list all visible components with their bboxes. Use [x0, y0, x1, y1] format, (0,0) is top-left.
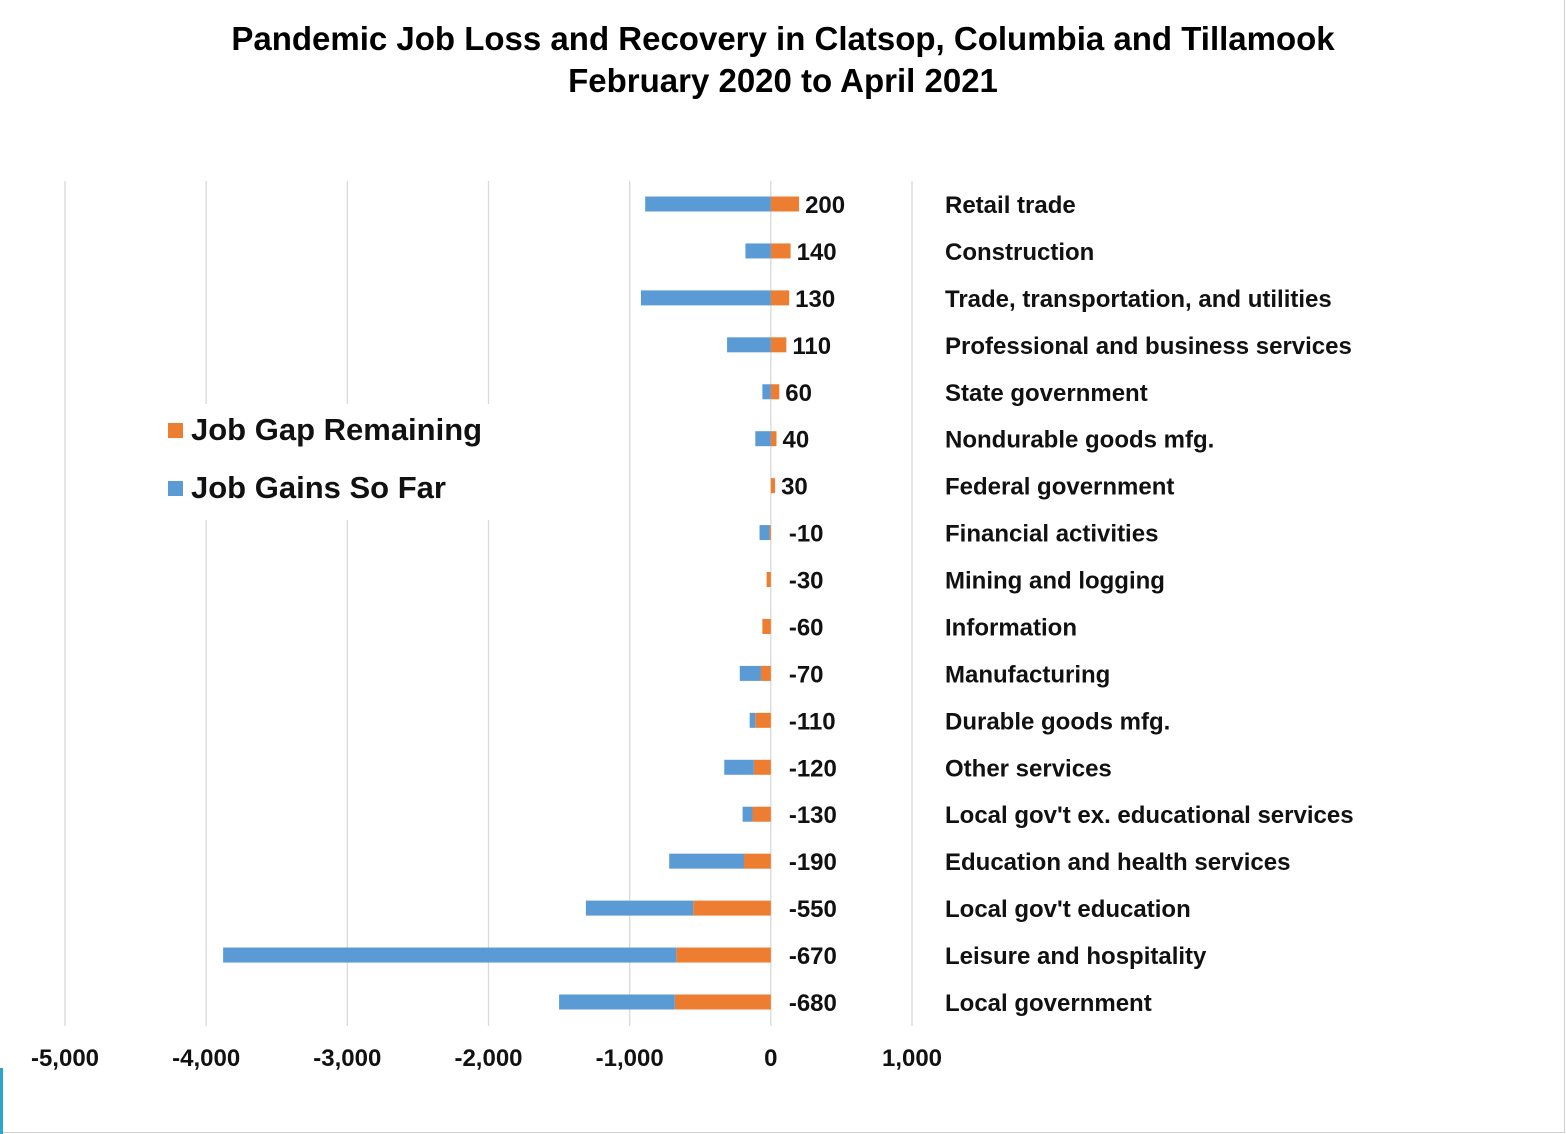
bar-job-gap-local-gov-t-education[interactable]: [693, 900, 771, 916]
legend-swatch-job-gap: [168, 422, 183, 438]
value-label-information: -60: [789, 614, 824, 641]
bar-job-gap-trade-transportation-and-utilities[interactable]: [770, 290, 790, 306]
category-label-retail-trade: Retail trade: [945, 192, 1076, 219]
category-label-professional-and-business-services: Professional and business services: [945, 333, 1352, 360]
value-label-professional-and-business-services: 110: [792, 333, 831, 360]
bar-job-gap-other-services[interactable]: [753, 759, 771, 775]
legend-item-job-gap[interactable]: Job Gap Remaining: [168, 410, 482, 450]
category-label-local-gov-t-ex-educational-services: Local gov't ex. educational services: [945, 802, 1354, 829]
bar-job-gains-trade-transportation-and-utilities[interactable]: [640, 290, 771, 306]
chart-title-line-1: Pandemic Job Loss and Recovery in Clatso…: [231, 20, 1335, 57]
category-label-construction: Construction: [945, 239, 1094, 266]
grid-lines: [64, 181, 913, 1026]
category-label-local-gov-t-education: Local gov't education: [945, 896, 1191, 923]
x-axis-tick-labels: -5,000 -4,000 -3,000 -2,000 -1,000 0 1,000: [31, 1045, 942, 1072]
bar-job-gains-construction[interactable]: [745, 243, 771, 259]
x-tick-label: -3,000: [313, 1045, 381, 1072]
bar-job-gains-durable-goods-mfg[interactable]: [749, 712, 756, 728]
value-label-federal-government: 30: [781, 474, 808, 501]
value-label-local-gov-t-ex-educational-services: -130: [789, 802, 837, 829]
x-tick-label: -1,000: [596, 1045, 664, 1072]
bar-job-gap-construction[interactable]: [770, 243, 791, 259]
bar-job-gap-retail-trade[interactable]: [770, 196, 800, 212]
bar-job-gains-nondurable-goods-mfg[interactable]: [755, 431, 771, 447]
bars: [223, 196, 800, 1010]
value-label-retail-trade: 200: [805, 192, 845, 219]
category-label-mining-and-logging: Mining and logging: [945, 568, 1165, 595]
value-label-durable-goods-mfg: -110: [789, 708, 836, 735]
value-label-trade-transportation-and-utilities: 130: [795, 286, 835, 313]
legend-label-job-gains: Job Gains So Far: [191, 470, 446, 505]
x-tick-label: -2,000: [454, 1045, 522, 1072]
bar-job-gains-professional-and-business-services[interactable]: [727, 337, 771, 353]
value-label-manufacturing: -70: [789, 661, 824, 688]
legend-swatch-job-gains: [168, 480, 183, 496]
bar-job-gap-professional-and-business-services[interactable]: [770, 337, 787, 353]
bar-job-gains-manufacturing[interactable]: [739, 665, 761, 681]
value-label-mining-and-logging: -30: [789, 568, 824, 595]
category-label-state-government: State government: [945, 380, 1148, 407]
bar-job-gap-mining-and-logging[interactable]: [766, 572, 771, 588]
bar-job-gains-retail-trade[interactable]: [645, 196, 771, 212]
bar-job-gap-financial-activities[interactable]: [769, 525, 771, 541]
bar-job-gains-state-government[interactable]: [762, 384, 771, 400]
category-label-leisure-and-hospitality: Leisure and hospitality: [945, 943, 1207, 970]
bar-job-gains-other-services[interactable]: [724, 759, 754, 775]
category-label-nondurable-goods-mfg: Nondurable goods mfg.: [945, 427, 1214, 454]
bar-job-gains-financial-activities[interactable]: [759, 525, 770, 541]
bar-job-gap-manufacturing[interactable]: [760, 665, 771, 681]
bar-job-gap-durable-goods-mfg[interactable]: [755, 712, 771, 728]
value-labels: 200 140 130 110 60 40 30 -10 -30 -60 -70 -110 -120 -1…: [781, 192, 845, 1017]
category-label-education-and-health-services: Education and health services: [945, 849, 1290, 876]
bar-job-gap-state-government[interactable]: [770, 384, 780, 400]
category-label-manufacturing: Manufacturing: [945, 661, 1110, 688]
bar-job-gap-nondurable-goods-mfg[interactable]: [770, 431, 777, 447]
bar-job-gains-education-and-health-services[interactable]: [669, 853, 745, 869]
category-label-federal-government: Federal government: [945, 474, 1174, 501]
value-label-construction: 140: [797, 239, 837, 266]
value-label-nondurable-goods-mfg: 40: [782, 427, 809, 454]
category-label-other-services: Other services: [945, 755, 1112, 782]
bar-job-gains-local-gov-t-education[interactable]: [585, 900, 694, 916]
value-label-local-government: -680: [789, 990, 837, 1017]
bar-job-gains-leisure-and-hospitality[interactable]: [223, 947, 677, 963]
x-tick-label: -5,000: [31, 1045, 99, 1072]
bar-job-gap-federal-government[interactable]: [770, 478, 776, 494]
bar-job-gap-local-gov-t-ex-educational-services[interactable]: [752, 806, 771, 822]
x-tick-label: 1,000: [882, 1045, 942, 1072]
bar-job-gap-local-government[interactable]: [674, 994, 771, 1010]
legend-item-job-gains[interactable]: Job Gains So Far: [168, 468, 446, 508]
category-label-local-government: Local government: [945, 990, 1152, 1017]
category-label-information: Information: [945, 614, 1077, 641]
x-tick-label: -4,000: [172, 1045, 240, 1072]
legend-label-job-gap: Job Gap Remaining: [191, 412, 483, 447]
value-label-state-government: 60: [785, 380, 812, 407]
bar-job-gap-information[interactable]: [762, 618, 771, 634]
value-label-other-services: -120: [789, 755, 837, 782]
category-labels: Retail trade Construction Trade, transport…: [945, 192, 1354, 1017]
bar-job-gap-leisure-and-hospitality[interactable]: [676, 947, 771, 963]
edge-accent: [0, 1068, 3, 1134]
value-label-financial-activities: -10: [789, 521, 824, 548]
category-label-trade-transportation-and-utilities: Trade, transportation, and utilities: [945, 286, 1332, 313]
x-tick-label: 0: [764, 1045, 777, 1072]
legend: Job Gap Remaining Job Gains So Far: [160, 404, 520, 520]
bar-job-gap-education-and-health-services[interactable]: [744, 853, 771, 869]
bar-job-gains-local-gov-t-ex-educational-services[interactable]: [742, 806, 753, 822]
value-label-local-gov-t-education: -550: [789, 896, 837, 923]
bar-job-gains-local-government[interactable]: [559, 994, 675, 1010]
chart-title-line-2: February 2020 to April 2021: [568, 62, 998, 99]
category-label-durable-goods-mfg: Durable goods mfg.: [945, 708, 1170, 735]
value-label-leisure-and-hospitality: -670: [789, 943, 837, 970]
chart-title: Pandemic Job Loss and Recovery in Clatso…: [0, 18, 1566, 102]
value-label-education-and-health-services: -190: [789, 849, 837, 876]
category-label-financial-activities: Financial activities: [945, 521, 1158, 548]
